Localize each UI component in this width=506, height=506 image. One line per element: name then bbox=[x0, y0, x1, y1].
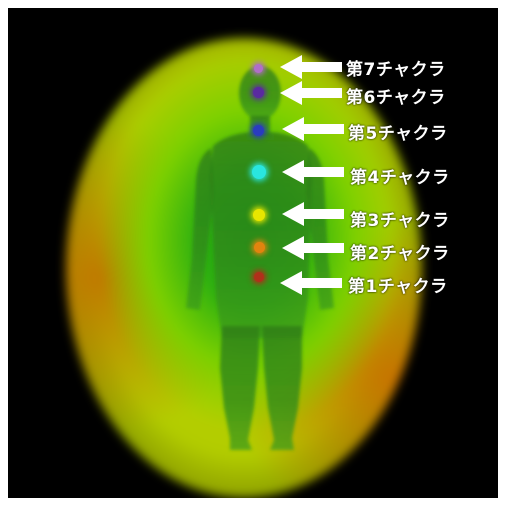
chakra-2-arrow-icon bbox=[282, 235, 344, 261]
chakra-1-arrow-icon bbox=[280, 270, 342, 296]
chakra-5-label: 第5チャクラ bbox=[348, 124, 448, 144]
chakra-6-arrow-icon bbox=[280, 80, 342, 106]
chakra-1-dot bbox=[254, 272, 264, 282]
chakra-3-dot bbox=[253, 209, 265, 221]
chakra-5-arrow-icon bbox=[282, 116, 344, 142]
chakra-6-dot bbox=[253, 87, 264, 98]
chakra-7-arrow-icon bbox=[280, 54, 342, 80]
chakra-1-label: 第1チャクラ bbox=[348, 277, 448, 297]
chakra-7-label: 第7チャクラ bbox=[346, 60, 446, 80]
chakra-5-dot bbox=[253, 125, 264, 136]
chakra-4-arrow-icon bbox=[282, 159, 344, 185]
chakra-4-dot bbox=[252, 165, 266, 179]
chakra-3-arrow-icon bbox=[282, 201, 344, 227]
chakra-2-dot bbox=[254, 242, 265, 253]
chakra-2-label: 第2チャクラ bbox=[350, 244, 450, 264]
chakra-3-label: 第3チャクラ bbox=[350, 211, 450, 231]
aura-diagram-panel: 第7チャクラ 第6チャクラ 第5チャクラ 第4チャクラ 第3チャクラ 第2チャク… bbox=[8, 8, 498, 498]
chakra-7-dot bbox=[254, 64, 263, 73]
chakra-6-label: 第6チャクラ bbox=[346, 88, 446, 108]
chakra-4-label: 第4チャクラ bbox=[350, 168, 450, 188]
